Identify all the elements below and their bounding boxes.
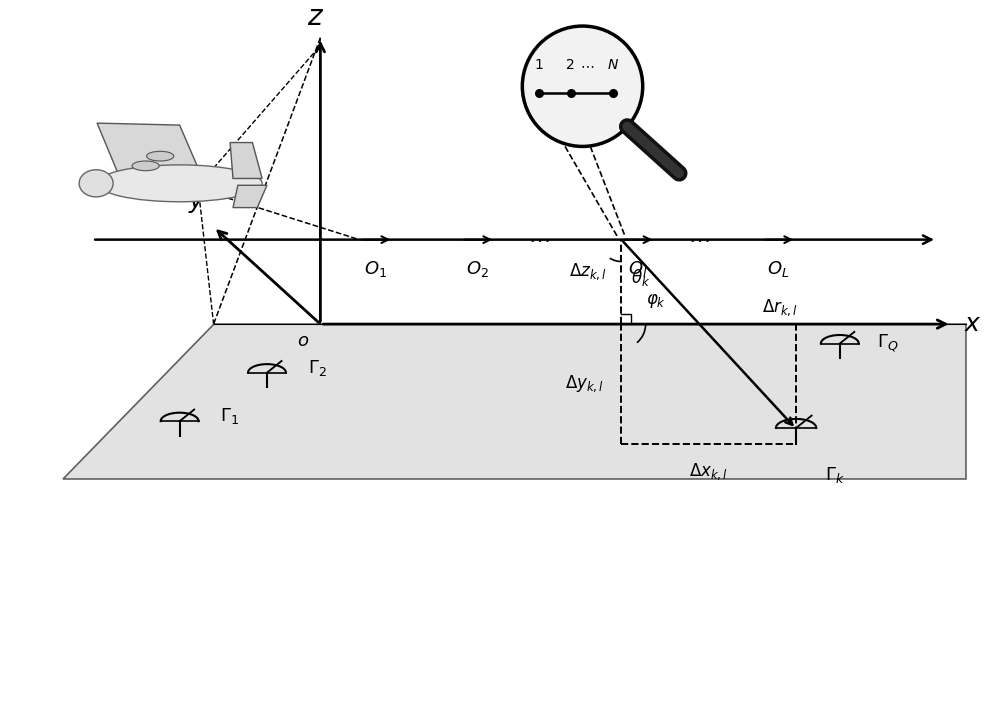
Text: $O_2$: $O_2$ [466, 259, 489, 279]
Text: $N$: $N$ [607, 57, 619, 72]
Text: $\cdots$: $\cdots$ [528, 230, 550, 250]
Text: $\Delta y_{k,l}$: $\Delta y_{k,l}$ [565, 373, 604, 394]
Ellipse shape [147, 151, 174, 161]
Text: $\Gamma_2$: $\Gamma_2$ [308, 358, 327, 378]
Circle shape [522, 26, 643, 146]
Text: $\Gamma_k$: $\Gamma_k$ [825, 465, 845, 485]
Text: $\varphi_k$: $\varphi_k$ [646, 292, 666, 309]
Text: $2$: $2$ [565, 57, 575, 72]
Text: $\Delta r_{k,l}$: $\Delta r_{k,l}$ [762, 297, 798, 318]
Ellipse shape [79, 169, 113, 197]
Text: $o$: $o$ [297, 332, 309, 350]
Ellipse shape [97, 165, 262, 202]
Text: $1$: $1$ [534, 57, 544, 72]
Text: $x$: $x$ [964, 312, 982, 336]
Text: $y$: $y$ [188, 192, 206, 215]
Text: $z$: $z$ [307, 3, 324, 31]
Polygon shape [63, 324, 966, 480]
Text: $O_l$: $O_l$ [628, 259, 648, 279]
Text: $O_1$: $O_1$ [364, 259, 387, 279]
Text: $\cdots$: $\cdots$ [580, 57, 594, 72]
Text: $\Delta z_{k,l}$: $\Delta z_{k,l}$ [569, 262, 607, 282]
Polygon shape [233, 185, 267, 208]
Polygon shape [97, 123, 204, 182]
Text: $O_L$: $O_L$ [767, 259, 790, 279]
Text: $\Delta x_{k,l}$: $\Delta x_{k,l}$ [689, 461, 728, 482]
Ellipse shape [132, 161, 159, 171]
Text: $\Gamma_Q$: $\Gamma_Q$ [877, 332, 898, 354]
Text: $\theta_k$: $\theta_k$ [631, 267, 650, 288]
Text: $\cdots$: $\cdots$ [688, 230, 710, 250]
Text: $\Gamma_1$: $\Gamma_1$ [220, 406, 239, 426]
Polygon shape [230, 143, 262, 179]
